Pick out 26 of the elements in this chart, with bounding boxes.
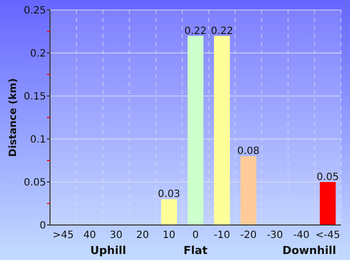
x-tick-label: -30 [266,230,284,241]
data-label: 0.03 [158,189,180,200]
y-tick-label: 0.05 [24,178,46,188]
text: Uphill [90,244,126,257]
x-tick-label: 40 [83,230,96,241]
x-tick-label: 10 [162,230,176,241]
data-label: 0.22 [184,26,207,37]
data-label: 0.08 [237,146,260,158]
text: Downhill [282,244,336,257]
y-tick-label: 0 [40,220,46,232]
x-tick-label: <-45 [315,230,340,241]
data-label: 0.22 [210,26,234,37]
x-tick-label: 20 [136,230,149,241]
y-tick-label: 0.15 [24,92,46,102]
y-axis-title: Distance (km) [8,78,19,157]
data-label: 0.05 [316,172,339,183]
x-tick-label: >45 [52,230,74,241]
y-tick-label: 0.1 [30,134,46,146]
x-tick-label: -40 [293,230,310,241]
y-tick-label: 0.2 [30,48,46,60]
x-tick-label: 30 [110,230,123,241]
x-tick-label: 0 [192,230,199,241]
x-tick-label: -20 [240,230,257,241]
y-tick-label: 0.25 [24,6,46,16]
x-tick-label: -10 [214,230,230,241]
text: Flat [184,244,208,257]
